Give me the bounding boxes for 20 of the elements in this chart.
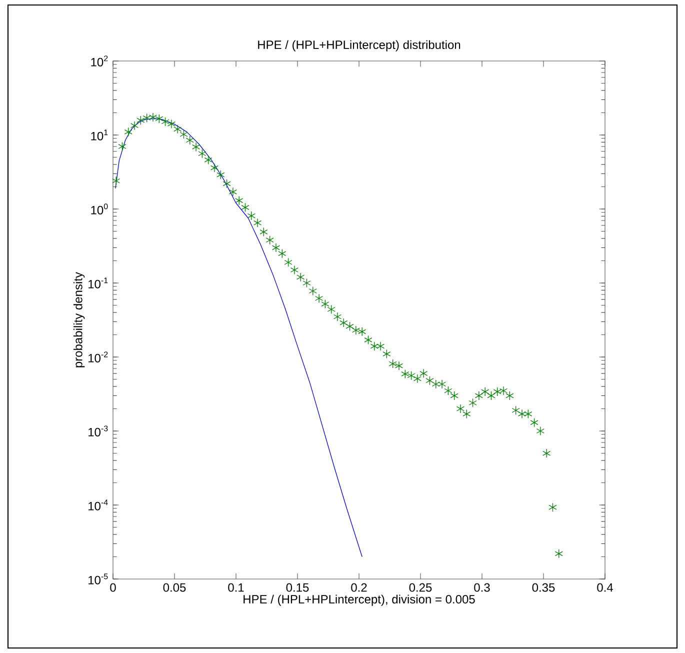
x-axis-title: HPE / (HPL+HPLintercept), division = 0.005 [244, 594, 475, 606]
x-tick-label: 0.25 [409, 583, 432, 592]
x-tick-label: 0.35 [532, 583, 555, 592]
x-tick-label: 0 [110, 583, 116, 592]
y-tick-label: 10$^{-1}$ [88, 278, 108, 288]
y-tick-label: 10$^{0}$ [91, 204, 108, 214]
y-axis-title: probability density [73, 272, 85, 368]
y-tick-label: 10$^{-4}$ [88, 500, 108, 510]
chart-title: HPE / (HPL+HPLintercept) distribution [258, 40, 460, 52]
y-tick-label: 10$^{-3}$ [88, 426, 108, 436]
y-tick-label: 10$^{2}$ [91, 56, 108, 66]
y-tick-label: 10$^{-2}$ [88, 352, 108, 362]
y-tick-label: 10$^{-5}$ [88, 574, 108, 584]
x-tick-label: 0.05 [163, 583, 186, 592]
x-tick-label: 0.1 [228, 583, 244, 592]
x-tick-label: 0.15 [286, 583, 309, 592]
x-tick-label: 0.3 [474, 583, 490, 592]
y-tick-label: 10$^{1}$ [91, 130, 108, 140]
x-tick-label: 0.4 [597, 583, 613, 592]
x-tick-label: 0.2 [351, 583, 367, 592]
